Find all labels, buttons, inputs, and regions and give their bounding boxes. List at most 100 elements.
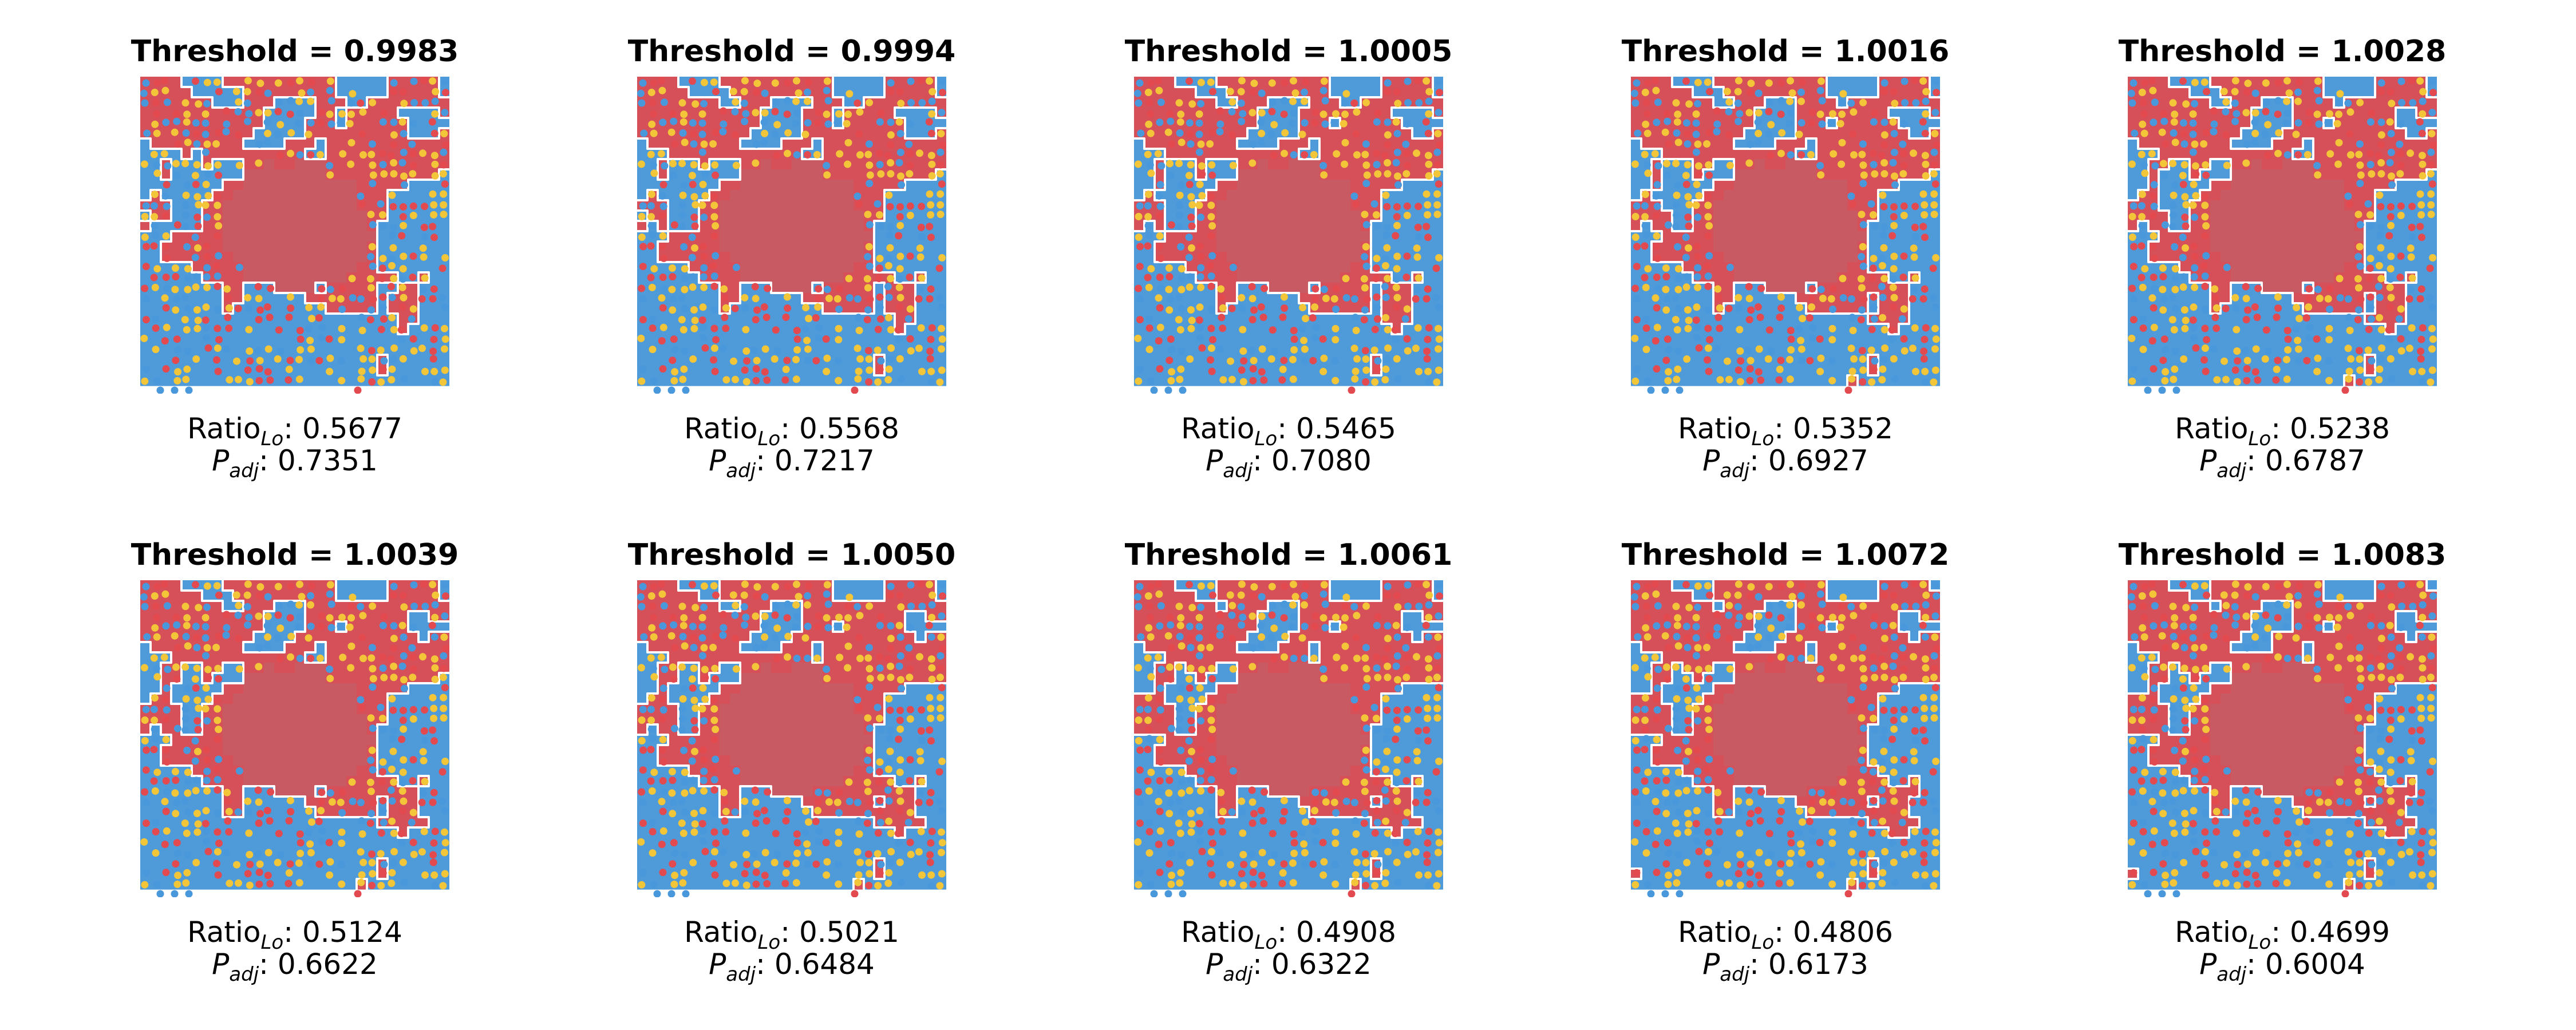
domain-cell <box>295 241 306 252</box>
spot <box>203 283 211 291</box>
spot <box>752 316 760 324</box>
domain-cell <box>1672 252 1683 263</box>
spot <box>1382 231 1390 239</box>
spot <box>354 386 362 394</box>
domain-cell <box>1765 303 1776 314</box>
spot <box>150 242 158 250</box>
domain-cell <box>1816 128 1827 139</box>
spot <box>390 141 398 149</box>
spot <box>1436 89 1443 97</box>
domain-cell <box>812 252 823 263</box>
domain-cell <box>823 149 833 160</box>
spot <box>688 172 696 180</box>
domain-cell <box>915 159 926 170</box>
domain-cell <box>823 200 833 211</box>
domain-cell <box>1631 272 1642 283</box>
domain-cell <box>243 149 254 160</box>
spot <box>1353 355 1361 363</box>
domain-cell <box>1775 252 1786 263</box>
domain-cell <box>1806 159 1817 170</box>
spot <box>1156 274 1164 281</box>
domain-cell <box>1816 211 1827 221</box>
spot <box>638 284 646 292</box>
domain-cell <box>1919 303 1930 314</box>
spot <box>926 190 934 198</box>
spot <box>1433 190 1441 198</box>
domain-cell <box>771 169 782 180</box>
domain-cell <box>1299 159 1310 170</box>
domain-cell <box>1319 262 1330 273</box>
spot <box>192 119 200 127</box>
spot <box>212 262 220 270</box>
domain-cell <box>823 375 833 386</box>
spot <box>1289 97 1297 105</box>
domain-cell <box>1247 241 1258 252</box>
spot <box>885 255 893 263</box>
domain-cell <box>1186 108 1196 118</box>
domain-cell <box>223 211 234 221</box>
spot <box>688 233 696 241</box>
domain-cell <box>792 262 803 273</box>
domain-cell <box>346 241 357 252</box>
spot <box>1156 304 1164 312</box>
spot <box>1258 109 1266 117</box>
domain-cell <box>1165 180 1176 191</box>
spot <box>752 365 760 373</box>
domain-cell <box>336 180 347 191</box>
spot <box>377 326 385 334</box>
domain-cell <box>264 324 275 335</box>
domain-cell <box>874 190 885 201</box>
spot <box>244 117 252 125</box>
spot <box>760 118 768 126</box>
spot <box>296 327 304 335</box>
spot <box>222 344 230 352</box>
domain-cell <box>1144 252 1155 263</box>
domain-cell <box>264 355 275 366</box>
domain-cell <box>637 118 648 129</box>
domain-cell <box>1816 262 1827 273</box>
spot <box>369 171 377 179</box>
spot <box>430 285 438 293</box>
domain-cell <box>802 169 813 180</box>
spot <box>833 118 841 126</box>
domain-cell <box>1847 283 1858 294</box>
domain-cell <box>833 252 844 263</box>
spot <box>650 129 658 137</box>
spot <box>1216 120 1224 128</box>
domain-cell <box>346 231 357 242</box>
spot <box>680 365 688 373</box>
spot <box>659 304 667 312</box>
domain-cell <box>223 355 234 366</box>
domain-cell <box>781 180 792 191</box>
domain-cell <box>1724 231 1735 242</box>
domain-cell <box>1371 283 1382 294</box>
spot <box>1342 90 1350 98</box>
spot <box>1167 335 1175 343</box>
spot <box>378 275 386 283</box>
spot <box>833 295 841 303</box>
domain-cell <box>1744 200 1755 211</box>
domain-cell <box>1744 221 1755 232</box>
domain-cell <box>233 293 244 304</box>
spot <box>244 77 252 85</box>
spot <box>1333 150 1341 158</box>
spot <box>1425 172 1433 180</box>
domain-cell <box>1703 149 1714 160</box>
domain-cell <box>264 334 275 345</box>
spot <box>701 162 709 170</box>
domain-cell <box>1755 324 1765 335</box>
spot <box>772 98 780 106</box>
domain-cell <box>346 365 357 376</box>
spot <box>1404 347 1412 355</box>
domain-cell <box>285 118 295 129</box>
spot <box>895 232 903 240</box>
domain-cell <box>771 231 782 242</box>
domain-cell <box>1693 87 1704 98</box>
domain-cell <box>418 375 429 386</box>
domain-cell <box>233 211 244 221</box>
spot <box>763 376 771 384</box>
domain-cell <box>792 190 803 201</box>
domain-cell <box>678 87 689 98</box>
domain-cell <box>1247 231 1258 242</box>
spot <box>926 223 934 231</box>
